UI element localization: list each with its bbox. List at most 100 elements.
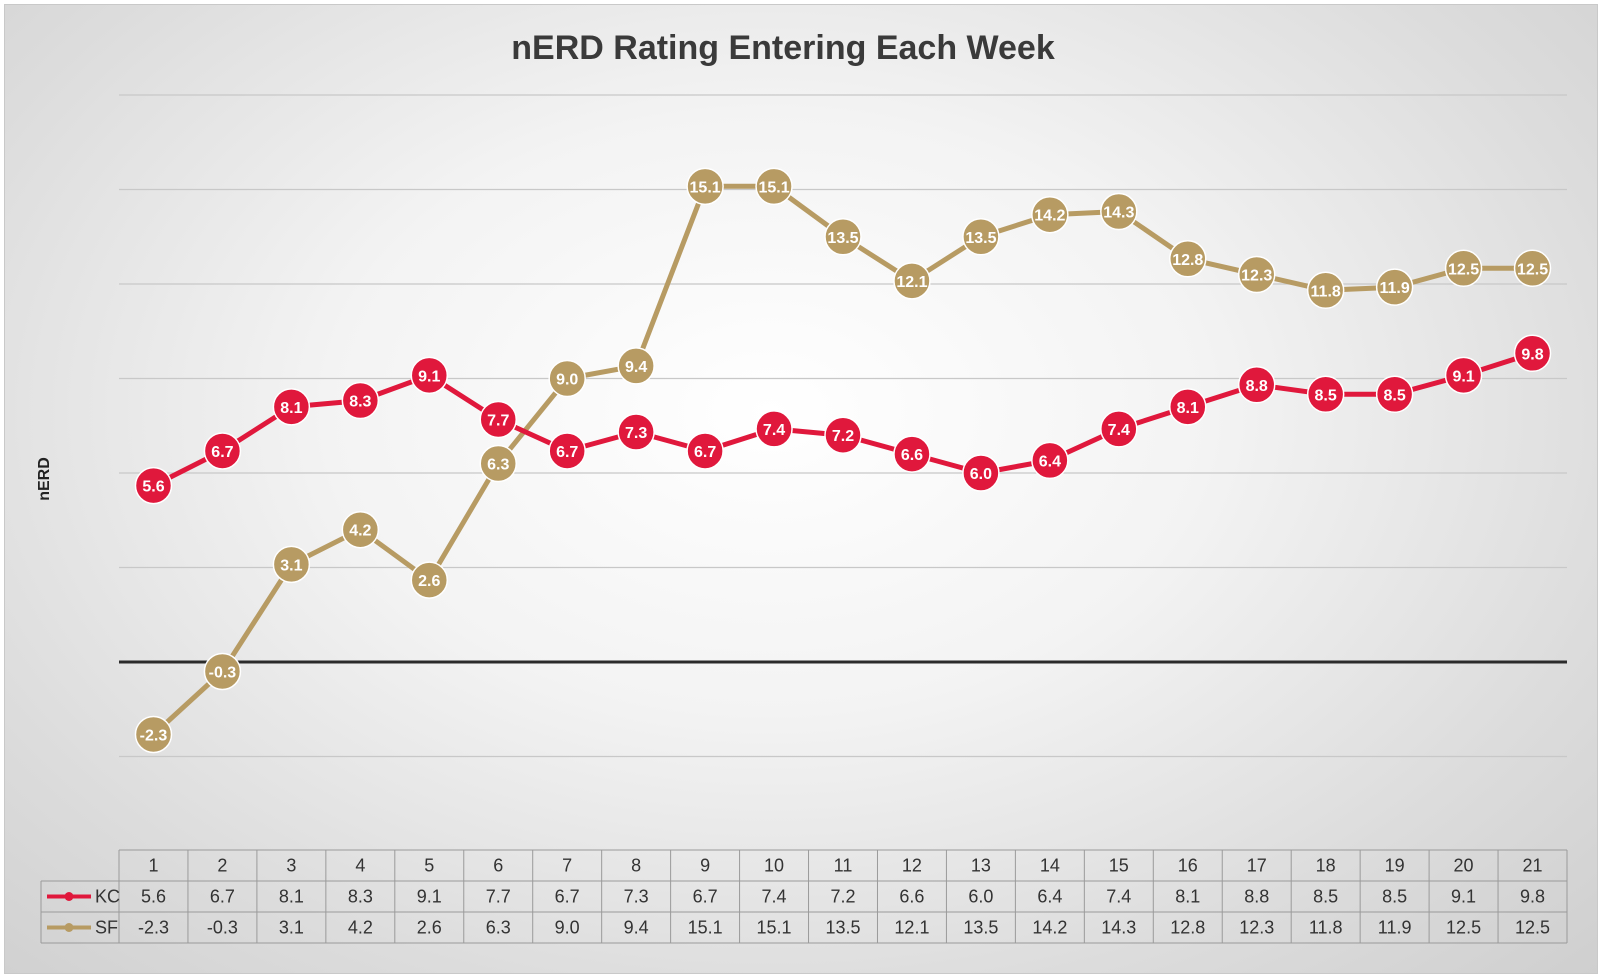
table-cell-kc: 8.8 (1244, 887, 1269, 907)
legend-key-marker-sf (64, 923, 74, 932)
table-cell-kc: 8.5 (1313, 887, 1338, 907)
x-tick-label: 14 (1040, 856, 1060, 876)
data-point-sf (479, 444, 517, 483)
series-sf: -2.3 -0.3 3.1 4.2 2.6 6.3 9.0 9.4 15.1 15.1 13.5 12… (134, 167, 1552, 754)
data-point-kc (1306, 375, 1345, 413)
x-tick-label: 1 (148, 856, 158, 876)
table-cell-kc: 9.1 (1451, 887, 1476, 907)
table-cell-sf: 15.1 (688, 918, 723, 938)
data-label-kc: 9.1 (418, 368, 440, 385)
data-label-sf: 11.9 (1379, 280, 1409, 297)
data-label-kc: 8.3 (349, 394, 371, 411)
data-label-kc: 8.5 (1315, 387, 1337, 404)
data-label-sf: 13.5 (965, 230, 996, 247)
data-point-sf (1306, 271, 1345, 310)
data-label-sf: 15.1 (690, 179, 721, 196)
table-cell-sf: 11.9 (1378, 918, 1412, 938)
data-label-sf: 14.2 (1034, 208, 1065, 225)
x-tick-label: 16 (1178, 856, 1198, 876)
data-label-kc: 6.7 (211, 444, 233, 461)
x-tick-label: 4 (355, 856, 365, 876)
data-point-kc (134, 466, 173, 505)
table-cell-kc: 6.7 (555, 887, 580, 907)
data-point-kc (1169, 388, 1207, 426)
data-point-sf (548, 359, 586, 398)
table-cell-kc: 6.7 (210, 887, 235, 907)
data-label-sf: 12.1 (896, 274, 927, 291)
data-label-kc: 5.6 (142, 479, 164, 496)
data-point-kc (893, 435, 931, 473)
table-cell-kc: 7.7 (486, 887, 511, 907)
x-tick-label: 15 (1109, 856, 1129, 876)
table-cell-sf: 14.2 (1032, 918, 1067, 938)
data-point-kc (548, 432, 586, 470)
data-point-kc (341, 381, 380, 420)
table-cell-kc: 7.3 (624, 887, 649, 907)
data-point-sf (134, 715, 173, 754)
data-label-sf: -0.3 (209, 664, 237, 681)
data-point-sf (1513, 249, 1552, 287)
data-point-kc (824, 416, 862, 454)
y-axis-label: nERD (36, 457, 53, 501)
table-cell-sf: 13.5 (963, 918, 998, 938)
x-tick-label: 8 (631, 856, 641, 876)
data-label-sf: 9.4 (625, 359, 647, 376)
data-point-sf (1375, 268, 1414, 306)
data-label-sf: 2.6 (418, 573, 440, 590)
data-label-sf: 3.1 (280, 557, 302, 574)
table-cell-sf: 12.5 (1446, 918, 1481, 938)
table-cell-kc: 7.4 (1106, 887, 1131, 907)
data-label-sf: 9.0 (556, 372, 578, 389)
data-label-kc: 9.8 (1521, 346, 1543, 363)
legend-label-kc: KC (95, 887, 120, 907)
table-cell-kc: 8.3 (348, 887, 373, 907)
data-label-kc: 8.1 (280, 400, 302, 417)
table-cell-sf: 4.2 (348, 918, 373, 938)
data-point-kc (686, 432, 724, 470)
data-point-sf (617, 347, 655, 385)
table-cell-sf: -2.3 (138, 918, 169, 938)
data-point-sf (1031, 195, 1069, 234)
data-label-kc: 6.4 (1039, 453, 1061, 470)
data-point-sf (272, 545, 311, 584)
table-cell-kc: 5.6 (141, 887, 166, 907)
table-cell-sf: 15.1 (757, 918, 792, 938)
table-cell-sf: 12.1 (894, 918, 929, 938)
chart-svg: nERD Rating Entering Each Week nERD -2.3… (36, 29, 1568, 944)
table-cell-sf: -0.3 (207, 918, 238, 938)
data-label-kc: 7.2 (832, 428, 854, 445)
table-cell-sf: 11.8 (1309, 918, 1343, 938)
data-point-kc (272, 388, 311, 426)
data-label-sf: 6.3 (487, 457, 509, 474)
table-cell-sf: 12.8 (1170, 918, 1205, 938)
data-label-sf: 12.8 (1172, 252, 1203, 269)
x-tick-label: 20 (1454, 856, 1474, 876)
data-label-kc: 8.1 (1177, 400, 1199, 417)
data-point-sf (1444, 249, 1483, 287)
data-label-sf: 14.3 (1103, 205, 1134, 222)
table-cell-kc: 8.1 (279, 887, 304, 907)
chart-frame: nERD Rating Entering Each Week nERD -2.3… (4, 4, 1598, 974)
data-label-kc: 7.3 (625, 425, 647, 442)
data-point-kc (1513, 334, 1552, 373)
table-cell-sf: 12.3 (1239, 918, 1274, 938)
data-label-kc: 7.4 (763, 422, 785, 439)
x-tick-label: 2 (217, 856, 227, 876)
table-cell-kc: 7.2 (830, 887, 855, 907)
x-tick-label: 18 (1316, 856, 1336, 876)
gridlines (119, 94, 1567, 758)
table-cell-kc: 7.4 (762, 887, 787, 907)
series-kc: 5.6 6.7 8.1 8.3 9.1 7.7 6.7 7.3 6.7 7.4 7.2 6.6 6.0 6… (134, 334, 1552, 505)
data-point-sf (1100, 192, 1138, 231)
table-cell-sf: 3.1 (279, 918, 304, 938)
table-cell-sf: 6.3 (486, 918, 511, 938)
data-point-sf (962, 218, 1000, 256)
table-cell-kc: 6.6 (899, 887, 924, 907)
data-label-sf: 12.3 (1241, 268, 1272, 285)
x-tick-label: 5 (424, 856, 434, 876)
table-cell-kc: 8.1 (1175, 887, 1200, 907)
data-label-kc: 6.7 (694, 444, 716, 461)
legend-key-marker-kc (64, 892, 74, 901)
data-label-sf: 12.5 (1448, 261, 1479, 278)
data-label-sf: 11.8 (1311, 283, 1341, 300)
